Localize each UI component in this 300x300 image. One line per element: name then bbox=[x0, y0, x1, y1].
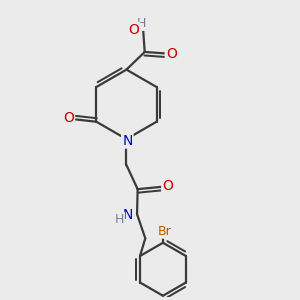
Text: O: O bbox=[166, 47, 177, 61]
Text: H: H bbox=[115, 213, 124, 226]
Text: O: O bbox=[162, 179, 173, 193]
Text: H: H bbox=[137, 17, 146, 30]
Text: N: N bbox=[122, 134, 133, 148]
Text: O: O bbox=[63, 112, 74, 125]
Text: N: N bbox=[123, 208, 134, 222]
Text: Br: Br bbox=[158, 225, 171, 238]
Text: O: O bbox=[128, 23, 139, 37]
